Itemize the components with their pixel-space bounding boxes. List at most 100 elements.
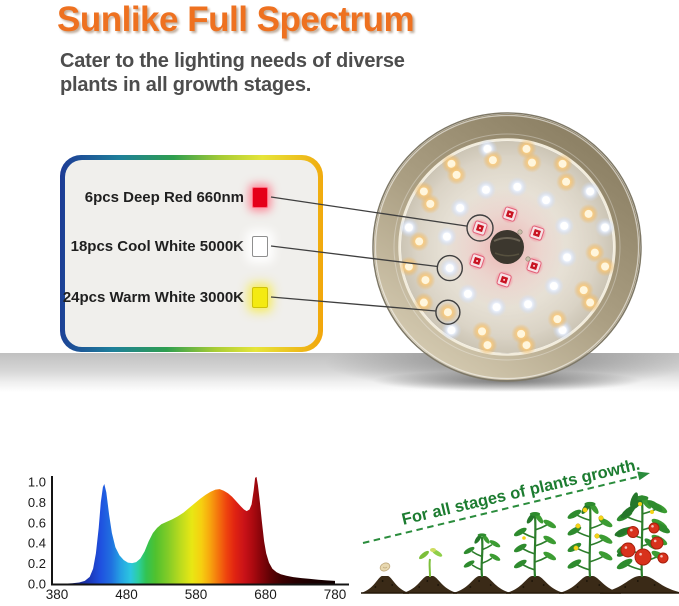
led-deep-red	[494, 270, 514, 290]
led-warm-white	[573, 280, 594, 301]
led-warm-white	[521, 152, 542, 173]
led-warm-white	[420, 193, 441, 214]
led-warm-white	[398, 256, 419, 277]
led-cool-white	[475, 179, 496, 200]
led-deep-red	[524, 256, 544, 276]
legend-row-cool-white: 18pcs Cool White 5000K	[65, 231, 318, 261]
led-legend-inner: 6pcs Deep Red 660nm 18pcs Cool White 500…	[62, 160, 318, 347]
led-warm-white	[482, 150, 503, 171]
tomato-icon	[634, 548, 652, 566]
soil-mound	[453, 576, 511, 593]
page-title: Sunlike Full Spectrum	[57, 0, 415, 39]
warm-white-swatch-icon	[252, 286, 268, 308]
legend-row-warm-white: 24pcs Warm White 3000K	[62, 282, 318, 312]
led-deep-red	[470, 218, 490, 238]
plant-stage-flowering	[559, 501, 621, 594]
growth-arrowhead-icon	[637, 471, 650, 481]
led-cool-white	[543, 276, 564, 297]
lamp-center-hub	[490, 230, 524, 264]
led-deep-red	[500, 204, 520, 224]
deep-red-swatch-icon	[252, 186, 268, 208]
led-cool-white	[441, 320, 462, 341]
screw-icon	[517, 229, 523, 235]
tomato-icon	[650, 536, 664, 550]
cool-white-label: 18pcs Cool White 5000K	[70, 237, 244, 255]
flower-icon	[650, 510, 654, 514]
flower-icon	[598, 515, 604, 521]
flower-icon	[638, 502, 642, 506]
led-deep-red	[527, 223, 547, 243]
led-warm-white	[547, 309, 568, 330]
led-warm-white	[446, 164, 467, 185]
flower-icon	[582, 507, 588, 513]
tomato-icon	[657, 552, 669, 564]
led-deep-red	[467, 251, 487, 271]
legend-row-deep-red: 6pcs Deep Red 660nm	[65, 182, 318, 212]
x-tick-label: 680	[254, 587, 277, 602]
plant-stage-fruiting	[600, 492, 679, 594]
led-cool-white	[507, 176, 528, 197]
led-warm-white	[437, 302, 458, 323]
tomato-icon	[627, 526, 639, 538]
plant-stage-seed	[361, 562, 409, 594]
led-cool-white	[536, 190, 557, 211]
seed-icon	[379, 562, 391, 572]
plant-stage-young-plant	[506, 512, 564, 594]
led-cool-white	[557, 247, 578, 268]
deep-red-label: 6pcs Deep Red 660nm	[84, 188, 244, 206]
led-warm-white	[413, 292, 434, 313]
soil-mound	[506, 576, 564, 593]
led-cool-white	[486, 297, 507, 318]
led-cool-white	[595, 217, 616, 238]
growth-caption: For all stages of plants growth.	[400, 456, 642, 529]
x-tick-label: 480	[115, 587, 138, 602]
led-cool-white	[450, 197, 471, 218]
flower-icon	[594, 533, 600, 539]
spectrum-area	[57, 476, 335, 584]
tomato-icon	[648, 522, 660, 534]
y-tick-label: 1.0	[28, 475, 46, 490]
growth-arrow-line	[362, 474, 644, 544]
led-cool-white	[554, 215, 575, 236]
flower-icon	[575, 523, 581, 529]
y-tick-label: 0.4	[28, 536, 46, 551]
led-legend-box: 6pcs Deep Red 660nm 18pcs Cool White 500…	[60, 155, 323, 352]
led-warm-white	[409, 231, 430, 252]
flower-bud-icon	[522, 536, 526, 540]
soil-mound	[361, 576, 409, 593]
grow-light-photo	[372, 112, 642, 392]
led-warm-white	[556, 171, 577, 192]
led-warm-white	[595, 256, 616, 277]
y-tick-label: 0.6	[28, 515, 46, 530]
subtitle-line-2: plants in all growth stages.	[60, 74, 312, 96]
y-tick-label: 0.8	[28, 495, 46, 510]
warm-white-label: 24pcs Warm White 3000K	[62, 288, 244, 306]
screw-icon	[525, 256, 531, 262]
subtitle: Cater to the lighting needs of diverse p…	[60, 49, 405, 97]
plant-stage-sprout	[403, 548, 457, 594]
led-warm-white	[511, 323, 532, 344]
plant-stage-seedling	[453, 533, 511, 594]
tomato-icon	[620, 542, 636, 558]
subtitle-line-1: Cater to the lighting needs of diverse	[60, 50, 405, 72]
soil-mound	[403, 576, 457, 593]
led-cool-white	[518, 294, 539, 315]
led-cool-white	[580, 181, 601, 202]
flower-icon	[573, 545, 579, 551]
led-cool-white	[436, 226, 457, 247]
led-warm-white	[472, 321, 493, 342]
y-tick-label: 0.0	[28, 577, 46, 592]
led-warm-white	[415, 270, 436, 291]
cool-white-swatch-icon	[252, 235, 268, 257]
led-warm-white	[552, 153, 573, 174]
x-tick-label: 780	[324, 587, 347, 602]
soil-mound	[559, 576, 621, 593]
soil-mound	[600, 576, 679, 593]
led-warm-white	[584, 242, 605, 263]
growth-stages-illustration: For all stages of plants growth.	[361, 456, 679, 594]
led-cool-white	[439, 258, 460, 279]
led-warm-white	[578, 203, 599, 224]
x-tick-label: 380	[46, 587, 69, 602]
y-tick-label: 0.2	[28, 556, 46, 571]
